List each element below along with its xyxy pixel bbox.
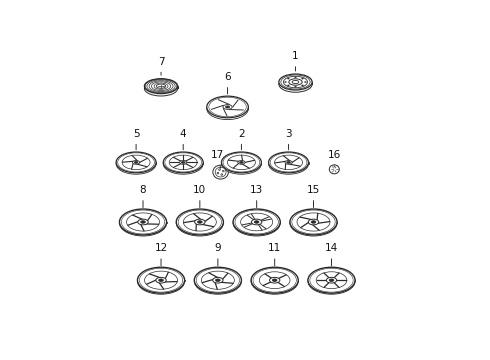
Ellipse shape [269,153,309,174]
Ellipse shape [279,76,312,92]
Ellipse shape [251,268,298,294]
Ellipse shape [159,279,163,282]
Ellipse shape [207,96,248,118]
Ellipse shape [163,153,203,174]
Ellipse shape [221,174,222,175]
Text: 9: 9 [215,243,221,266]
Ellipse shape [141,221,146,223]
Ellipse shape [288,78,289,79]
Text: 3: 3 [285,129,292,150]
Ellipse shape [311,221,316,223]
Ellipse shape [329,279,334,282]
Ellipse shape [302,78,303,79]
Ellipse shape [294,86,296,87]
Ellipse shape [197,221,202,223]
Ellipse shape [302,85,303,86]
Text: 17: 17 [211,150,224,168]
Ellipse shape [138,219,148,225]
Ellipse shape [254,221,259,223]
Ellipse shape [207,98,248,120]
Ellipse shape [219,169,220,170]
Ellipse shape [308,268,355,294]
Ellipse shape [180,161,187,164]
Ellipse shape [195,267,242,293]
Ellipse shape [308,219,318,225]
Ellipse shape [251,267,298,293]
Ellipse shape [326,277,337,283]
Ellipse shape [290,209,337,235]
Ellipse shape [217,172,219,174]
Ellipse shape [223,104,232,109]
Ellipse shape [176,209,223,235]
Ellipse shape [138,268,185,294]
Text: 11: 11 [268,243,281,266]
Ellipse shape [285,161,292,164]
Ellipse shape [225,106,230,108]
Ellipse shape [233,210,280,236]
Ellipse shape [289,79,302,85]
Ellipse shape [279,74,312,90]
Ellipse shape [216,279,220,282]
Ellipse shape [222,170,224,172]
Ellipse shape [238,161,245,164]
Text: 4: 4 [180,129,187,150]
Ellipse shape [163,152,203,173]
Ellipse shape [269,152,309,173]
Ellipse shape [134,162,138,163]
Ellipse shape [138,267,185,293]
Ellipse shape [116,152,156,173]
Ellipse shape [213,165,228,179]
Ellipse shape [329,165,339,174]
Ellipse shape [294,77,296,78]
Ellipse shape [132,161,140,164]
Ellipse shape [270,277,280,283]
Text: 2: 2 [238,129,245,150]
Ellipse shape [288,85,289,86]
Ellipse shape [221,153,261,174]
Ellipse shape [145,79,178,94]
Ellipse shape [120,210,167,236]
Ellipse shape [215,167,226,177]
Ellipse shape [156,277,166,283]
Ellipse shape [240,162,243,163]
Text: 14: 14 [325,243,338,266]
Text: 10: 10 [193,185,206,208]
Ellipse shape [156,84,166,88]
Ellipse shape [272,279,277,282]
Ellipse shape [116,153,156,174]
Ellipse shape [287,162,291,163]
Text: 5: 5 [133,129,139,150]
Ellipse shape [195,219,205,225]
Text: 16: 16 [328,150,341,167]
Text: 15: 15 [307,185,320,208]
Ellipse shape [120,209,167,235]
Ellipse shape [251,219,262,225]
Ellipse shape [290,210,337,236]
Ellipse shape [195,268,242,294]
Ellipse shape [145,81,178,96]
Text: 7: 7 [158,57,164,75]
Ellipse shape [221,152,261,173]
Ellipse shape [181,162,185,163]
Text: 8: 8 [140,185,147,208]
Ellipse shape [233,209,280,235]
Text: 13: 13 [250,185,263,208]
Ellipse shape [176,210,223,236]
Ellipse shape [213,277,223,283]
Text: 6: 6 [224,72,231,94]
Text: 1: 1 [292,51,299,71]
Ellipse shape [308,267,355,293]
Text: 12: 12 [154,243,168,266]
Ellipse shape [292,80,299,84]
